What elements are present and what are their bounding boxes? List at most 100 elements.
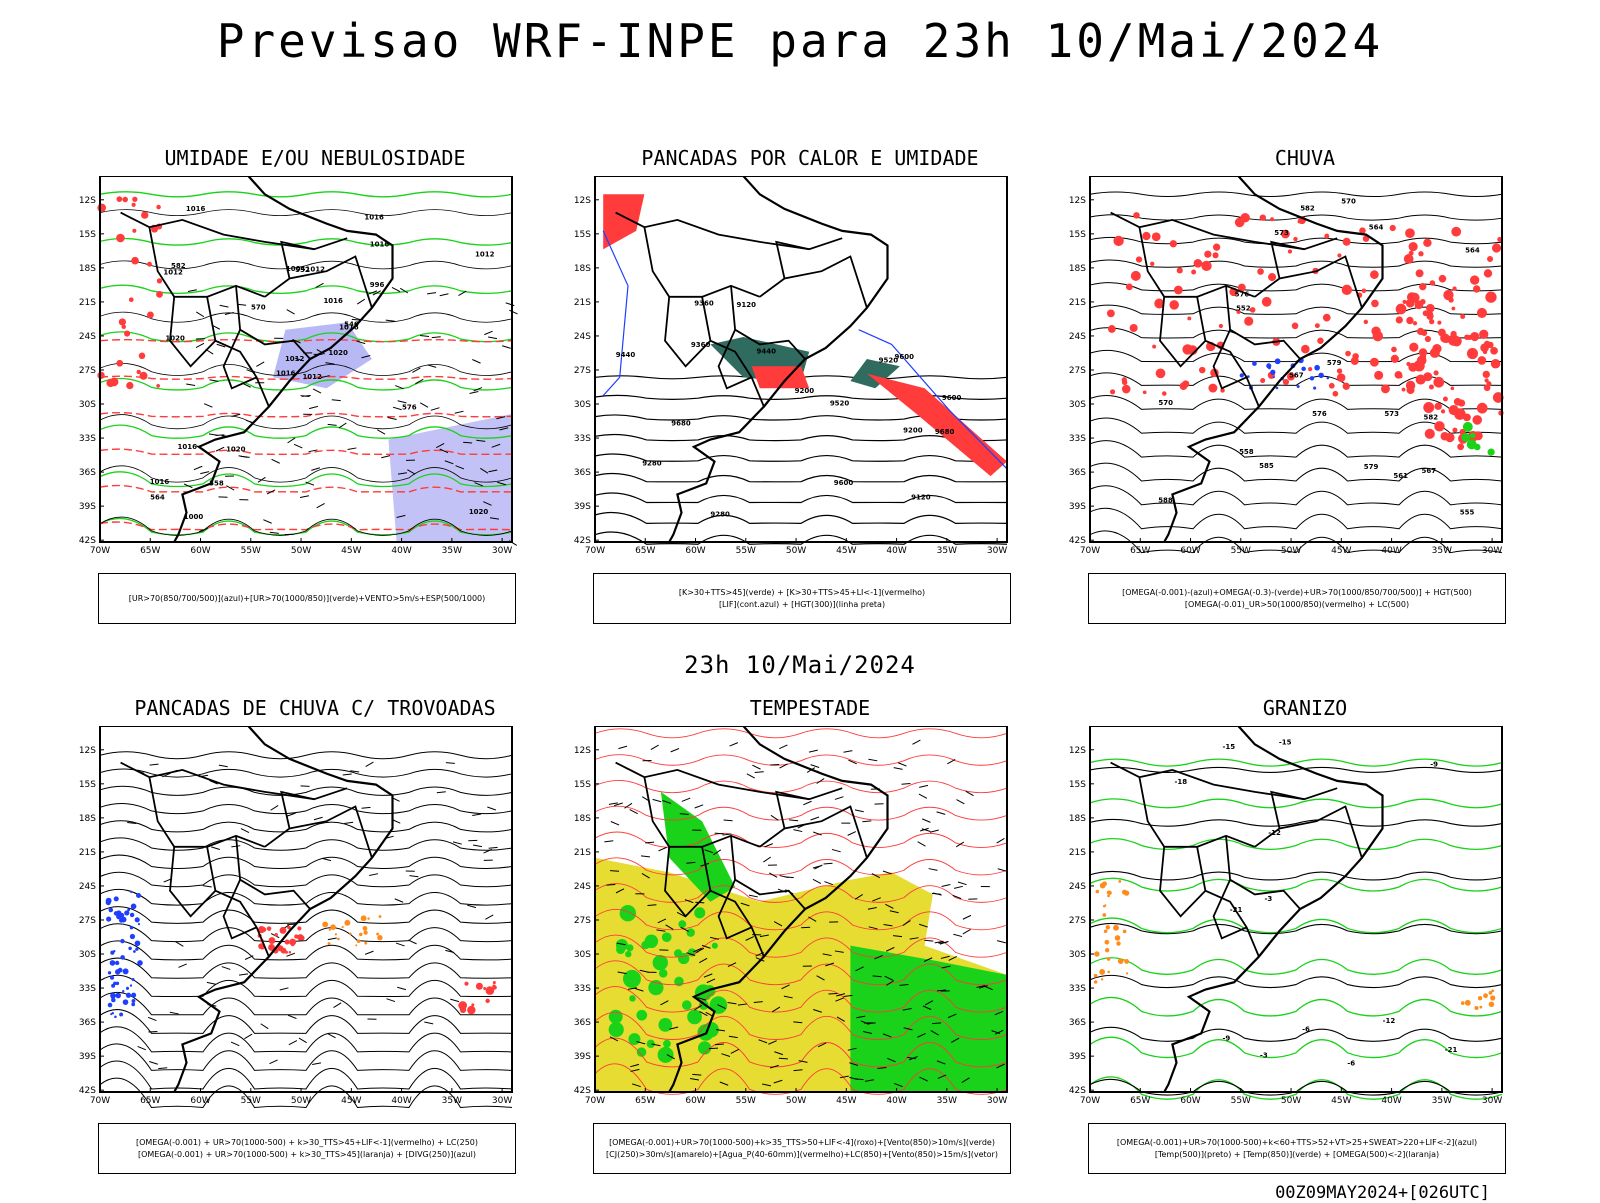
- precip-cell-red: [97, 372, 104, 379]
- precip-cell-red: [131, 257, 139, 265]
- longitude-label: 60W: [1180, 1096, 1200, 1106]
- rain-area-red: [1337, 253, 1341, 257]
- latitude-label: 33S: [1069, 434, 1086, 444]
- wind-area-green: [609, 1022, 624, 1037]
- contour-label: 576: [1312, 410, 1327, 418]
- rain-area-red: [1445, 433, 1454, 442]
- longitude-label: 30W: [1482, 546, 1502, 556]
- rain-area-red: [1413, 321, 1417, 325]
- contour-label: 570: [1158, 399, 1173, 407]
- wind-area-green: [647, 1040, 655, 1048]
- rain-area-red: [1429, 384, 1434, 389]
- rain-area-red: [1460, 314, 1465, 319]
- precip-cell-red: [129, 297, 134, 302]
- latitude-label: 30S: [574, 400, 591, 410]
- longitude-label: 70W: [1080, 1096, 1100, 1106]
- rain-area-red: [1407, 386, 1415, 394]
- thunderstorm-area-red: [280, 927, 287, 934]
- contour-label: 996: [370, 281, 385, 289]
- divergence-area-blue: [118, 968, 123, 973]
- contour-label: -9: [1430, 761, 1438, 769]
- latitude-label: 18S: [574, 814, 591, 824]
- omega-area-orange: [1094, 980, 1097, 983]
- latitude-label: 21S: [79, 848, 96, 858]
- thunderstorm-area-red: [476, 983, 483, 990]
- omega-area-blue: [1273, 376, 1275, 378]
- longitude-label: 40W: [1381, 1096, 1401, 1106]
- longitude-label: 30W: [492, 1096, 512, 1106]
- thunderstorm-area-orange: [359, 933, 363, 937]
- contour-label: 588: [1158, 496, 1173, 504]
- rain-area-red: [1152, 345, 1156, 349]
- latitude-label: 42S: [1069, 536, 1086, 546]
- omega-area-blue: [1252, 361, 1257, 366]
- precip-cell-red: [147, 262, 152, 267]
- wind-area-green: [609, 1010, 623, 1024]
- rain-area-red: [1433, 377, 1444, 388]
- wind-area-green: [712, 943, 718, 949]
- rain-area-red: [1152, 232, 1161, 241]
- rain-area-red: [1107, 309, 1115, 317]
- precip-cell-red: [156, 291, 163, 298]
- latitude-label: 18S: [574, 264, 591, 274]
- rain-area-red: [1485, 292, 1496, 303]
- rain-area-red: [1453, 287, 1457, 291]
- omega-area-blue: [1314, 365, 1320, 371]
- divergence-area-blue: [138, 923, 140, 925]
- rain-area-red: [1414, 345, 1418, 349]
- thunderstorm-area-orange: [349, 933, 351, 935]
- omega-area-blue: [1301, 367, 1306, 372]
- rain-area-red: [1333, 391, 1339, 397]
- wind-vector: [715, 1044, 724, 1045]
- precip-cell-red: [116, 234, 125, 243]
- contour-label: 585: [1259, 462, 1274, 470]
- thunderstorm-area-orange: [364, 942, 367, 945]
- latitude-label: 27S: [574, 916, 591, 926]
- divergence-area-blue: [114, 896, 119, 901]
- omega-area-orange: [1461, 1001, 1465, 1005]
- rain-area-red: [1391, 355, 1399, 363]
- wind-vector: [828, 994, 837, 995]
- legend-umidade: [UR>70(850/700/500)](azul)+[UR>70(1000/8…: [98, 573, 516, 624]
- precip-cell-red: [139, 353, 146, 360]
- rain-area-red: [1417, 328, 1424, 335]
- precip-cell-red: [116, 360, 123, 367]
- rain-area-red: [1170, 240, 1177, 247]
- divergence-area-blue: [131, 904, 137, 910]
- latitude-label: 42S: [574, 1086, 591, 1096]
- omega-area-green: [1488, 449, 1495, 456]
- rain-area-red: [1484, 269, 1492, 277]
- contour-label: 552: [295, 266, 310, 274]
- longitude-label: 35W: [937, 546, 957, 556]
- thunderstorm-area-red: [485, 999, 489, 1003]
- contour-label: 1020: [469, 508, 489, 516]
- omega-area-blue: [1326, 377, 1329, 380]
- legend-line: [OMEGA(-0.001) + UR>70(1000-500) + k>30_…: [99, 1149, 515, 1161]
- rain-area-red: [1143, 390, 1147, 394]
- longitude-label: 50W: [1281, 546, 1301, 556]
- omega-area-orange: [1124, 959, 1129, 964]
- rain-area-red: [1373, 331, 1383, 341]
- thunderstorm-area-orange: [363, 926, 368, 931]
- divergence-area-blue: [115, 961, 119, 965]
- latitude-label: 27S: [1069, 366, 1086, 376]
- latitude-label: 30S: [1069, 400, 1086, 410]
- longitude-label: 50W: [786, 546, 806, 556]
- rain-area-red: [1437, 321, 1441, 325]
- rain-area-red: [1156, 368, 1166, 378]
- longitude-label: 45W: [341, 1096, 361, 1106]
- contour-label: 9200: [903, 426, 923, 434]
- rain-area-red: [1430, 348, 1440, 358]
- longitude-label: 55W: [736, 546, 756, 556]
- precip-cell-red: [126, 382, 133, 389]
- wind-area-green: [636, 1010, 647, 1021]
- rain-area-red: [1301, 345, 1310, 354]
- rain-area-red: [1293, 237, 1297, 241]
- contour-label: 567: [1289, 372, 1304, 380]
- rain-area-red: [1351, 357, 1359, 365]
- map-background: [100, 726, 512, 1092]
